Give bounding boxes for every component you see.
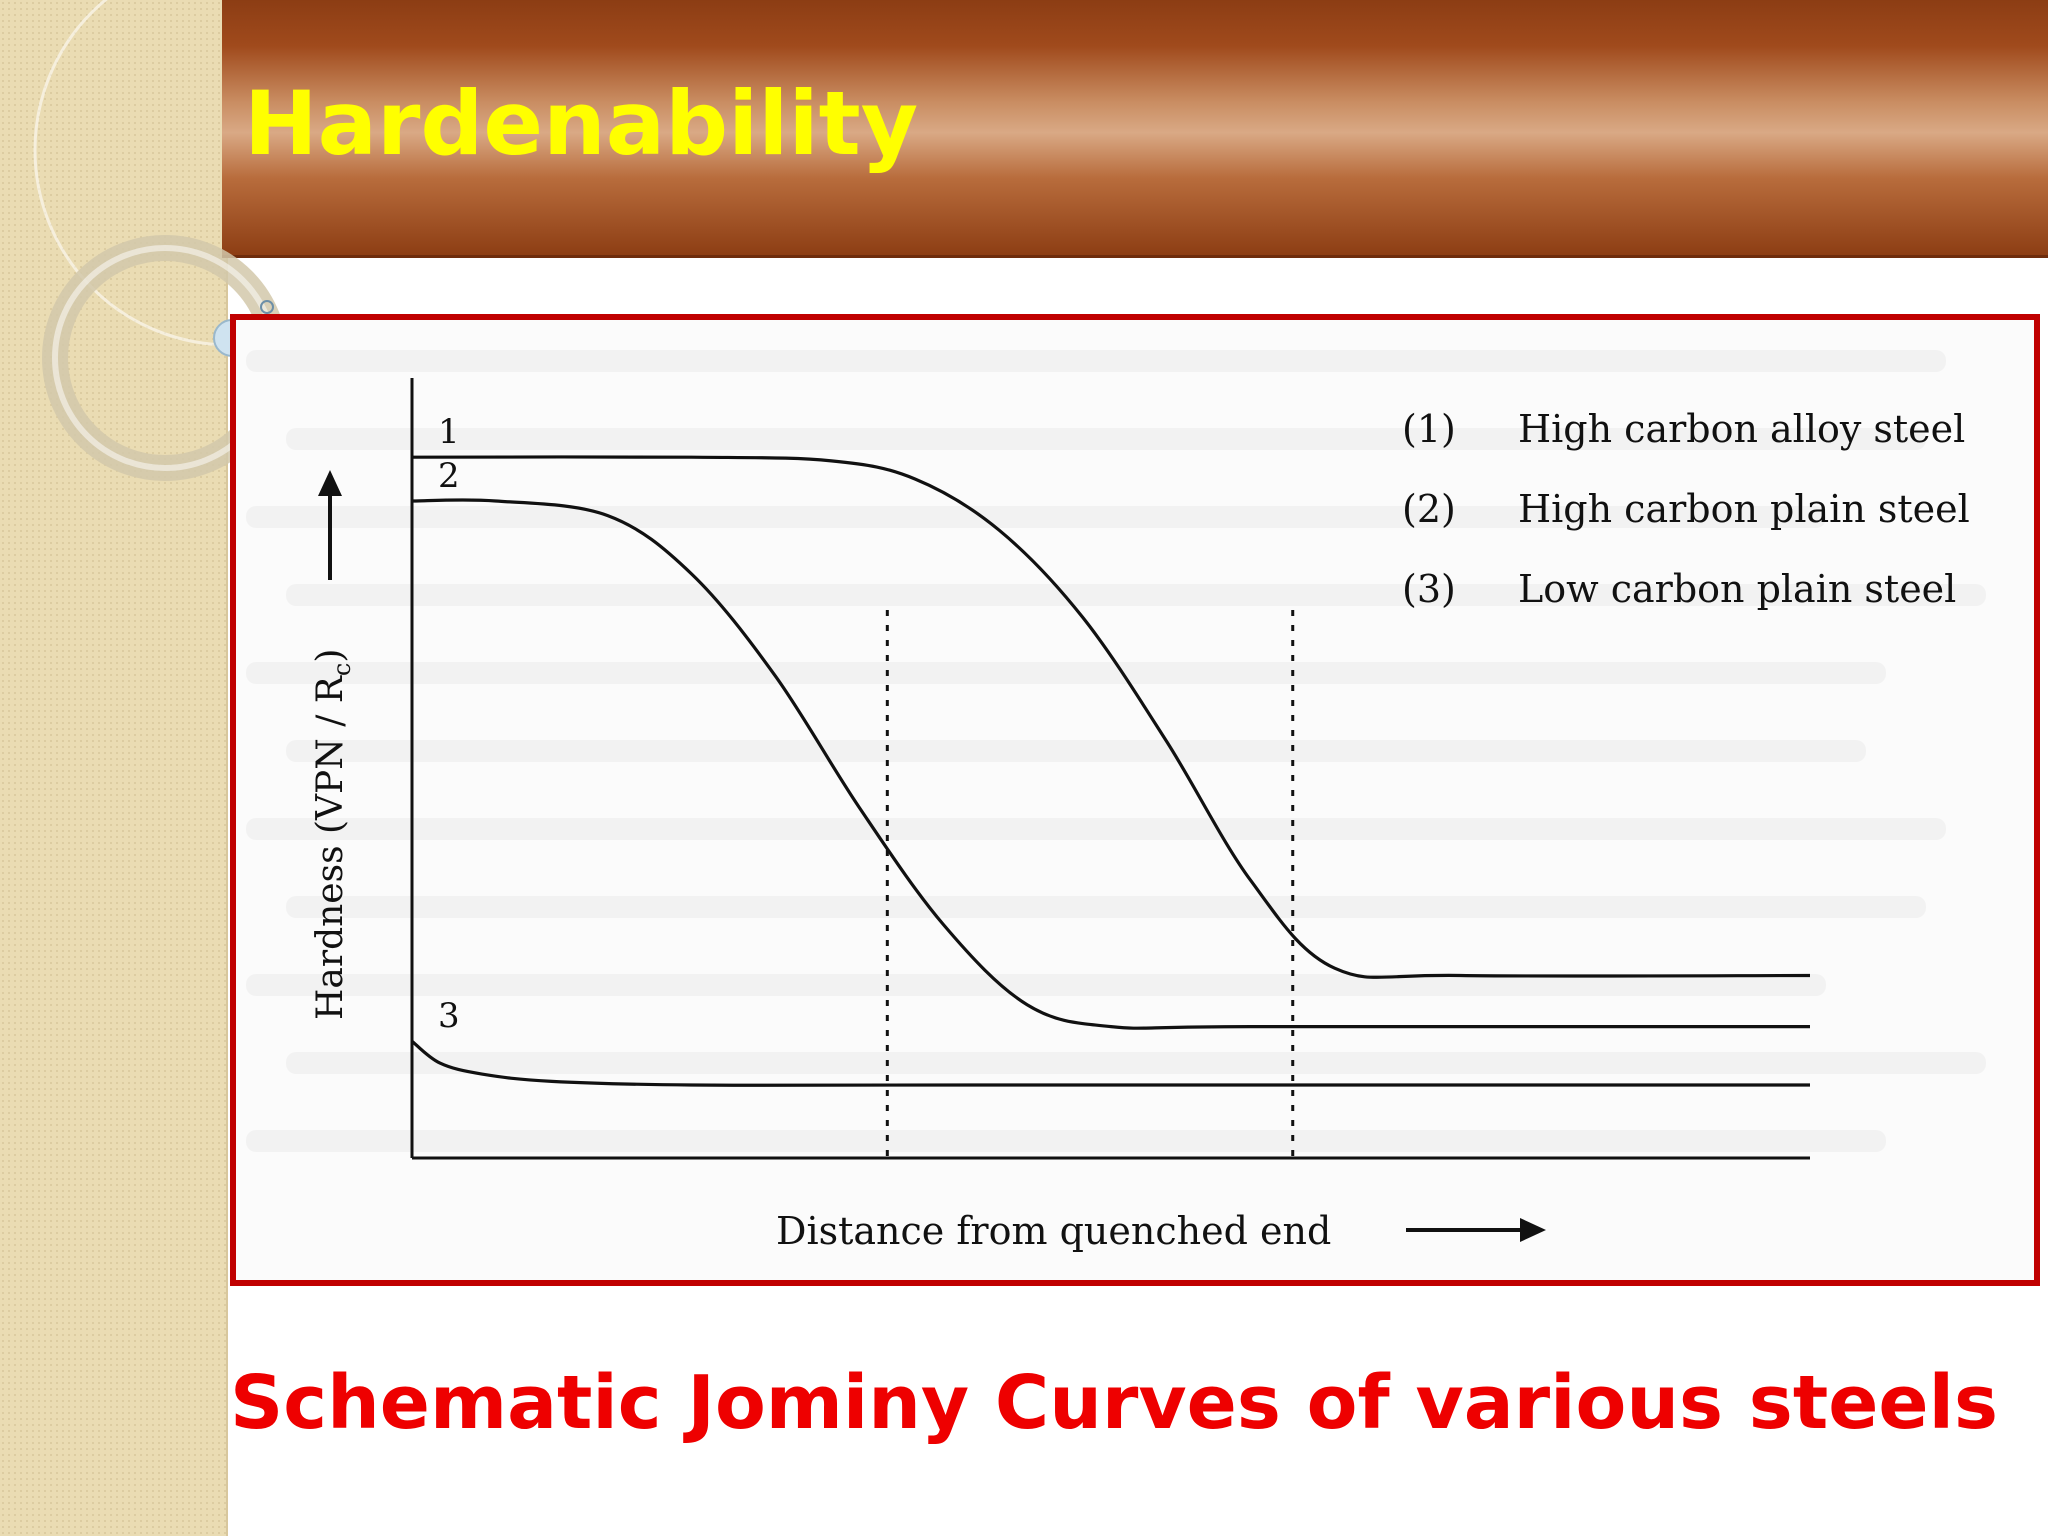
series-curve-1 [411,455,1811,979]
ghost-text-line [286,896,1926,918]
series-label-2: 2 [438,456,460,496]
legend-label: High carbon plain steel [1518,487,1970,531]
legend-label: Low carbon plain steel [1518,567,1956,611]
left-decor-strip [0,0,226,1536]
legend-label: High carbon alloy steel [1518,407,1965,451]
bullet-icon [260,300,274,314]
ghost-text-line [246,350,1946,372]
title-bar [222,0,2048,258]
y-axis-arrow-head [318,470,342,496]
ghost-text-line [246,818,1946,840]
ghost-text-line [246,662,1886,684]
ghost-text-line [286,740,1866,762]
legend-number: (1) [1402,407,1456,451]
y-axis-label: Hardness (VPN / Rc) [310,649,356,1020]
legend-number: (3) [1402,567,1456,611]
ghost-text-line [246,1130,1886,1152]
chart-axes [410,378,1810,1160]
series-curve-3 [410,1039,1810,1087]
left-strip-edge [226,0,228,1536]
series-label-3: 3 [438,996,460,1036]
series-labels: 12 3 [438,412,460,1036]
jominy-chart: 12 3 (1) High carbon alloy steel (2) High ca… [246,350,1986,1253]
page-title: Hardenability [244,72,919,175]
reference-lines [885,610,1295,1158]
series-label-1: 1 [438,412,460,452]
chart-legend: (1) High carbon alloy steel (2) High carbon… [1402,407,1970,611]
ghost-text-line [286,1052,1986,1074]
series-curve-2 [411,498,1810,1030]
x-axis-arrow-head [1520,1218,1546,1242]
series-layer [410,455,1811,1087]
scanned-background-text [246,350,1986,1152]
axis-labels: Distance from quenched end Hardness (VPN … [310,470,1546,1253]
x-axis-label: Distance from quenched end [776,1209,1331,1253]
legend-number: (2) [1402,487,1456,531]
figure-caption: Schematic Jominy Curves of various steel… [229,1360,1999,1446]
